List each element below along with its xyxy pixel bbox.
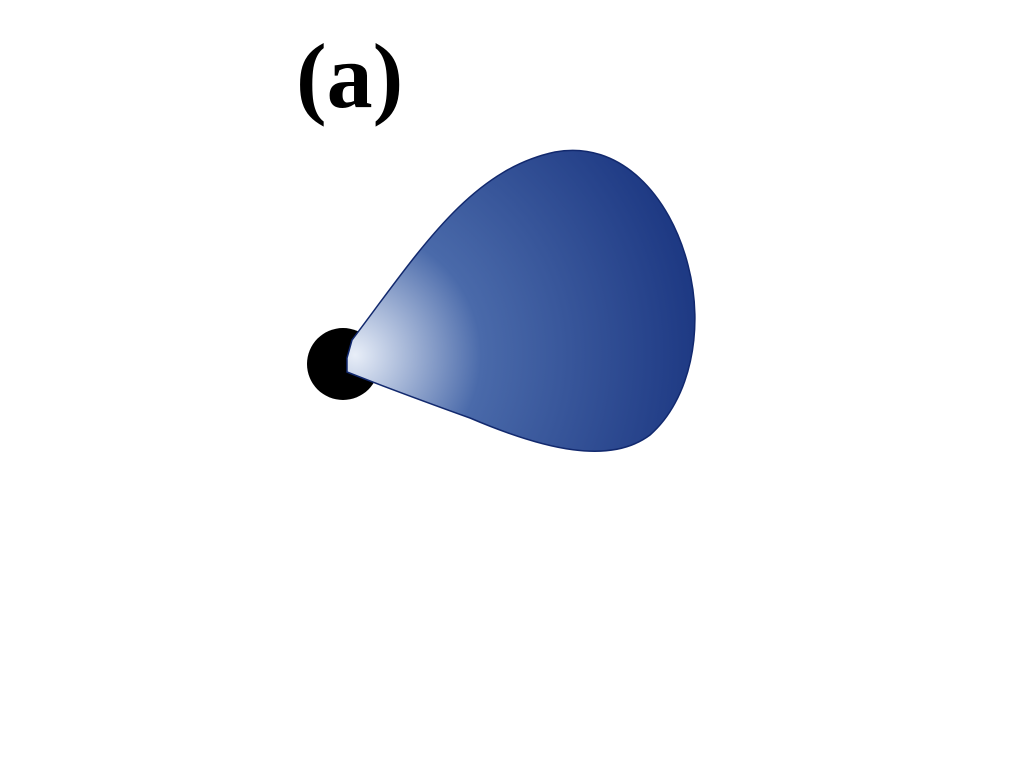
orbital-lobe: [346, 149, 696, 452]
panel-label: (a): [296, 25, 404, 127]
